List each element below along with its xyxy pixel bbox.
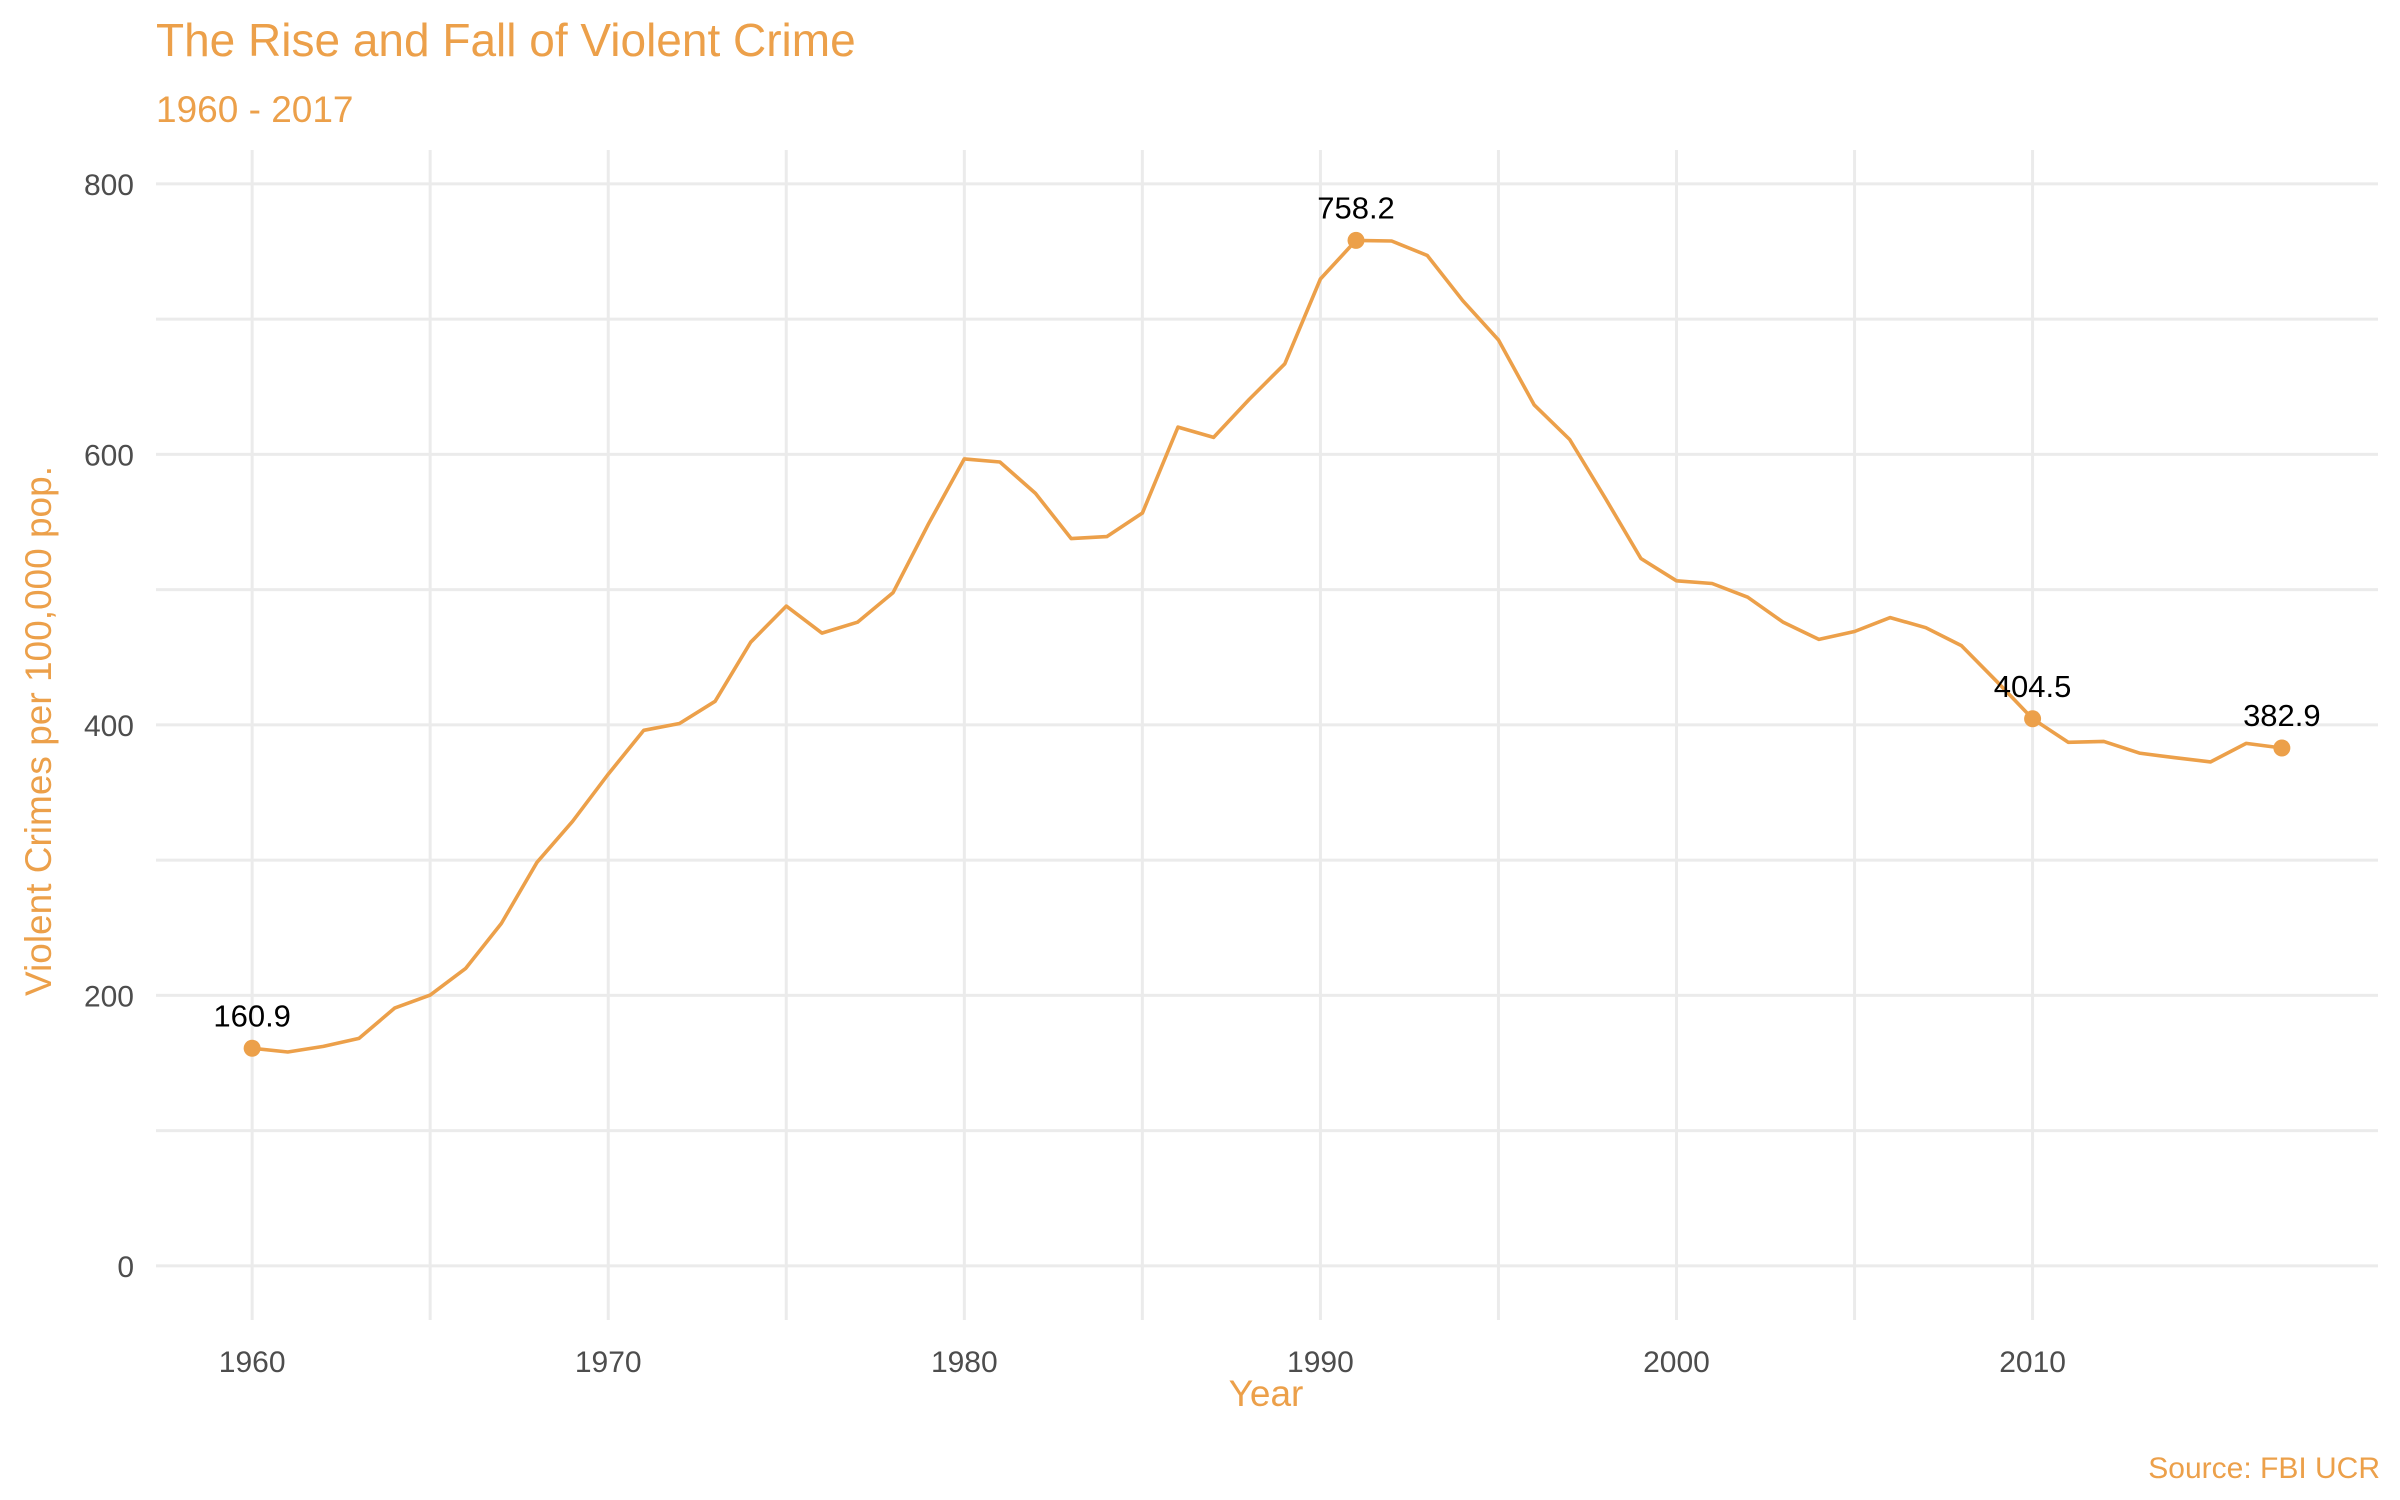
violent-crime-rate-line [250, 238, 2284, 1054]
x-tick-label: 2000 [1643, 1346, 1710, 1379]
data-label: 404.5 [1994, 669, 2072, 704]
chart-title: The Rise and Fall of Violent Crime [156, 14, 856, 66]
y-gridlines [156, 182, 2378, 1268]
source-caption: Source: FBI UCR [2148, 1452, 2380, 1485]
x-gridlines [250, 150, 2035, 1320]
highlighted-points [243, 231, 2291, 1057]
data-labels: 160.9 758.2 404.5 382.9 [213, 190, 2320, 1033]
x-tick-label: 1960 [219, 1346, 286, 1379]
data-label: 758.2 [1317, 190, 1395, 225]
y-axis-title: Violent Crimes per 100,000 pop. [18, 466, 59, 996]
x-tick-label: 2010 [1999, 1346, 2066, 1379]
highlight-point [2273, 739, 2291, 757]
y-tick-label: 800 [84, 169, 134, 202]
series-layer [250, 238, 2284, 1054]
y-tick-label: 400 [84, 710, 134, 743]
chart-subtitle: 1960 - 2017 [156, 89, 354, 130]
x-tick-label: 1980 [931, 1346, 998, 1379]
y-tick-label: 600 [84, 439, 134, 472]
y-tick-label: 0 [117, 1251, 134, 1284]
data-label: 160.9 [213, 998, 291, 1033]
x-tick-label: 1970 [575, 1346, 642, 1379]
y-axis-ticks: 0 200 400 600 800 [84, 169, 134, 1284]
highlight-point [243, 1039, 261, 1057]
data-label: 382.9 [2243, 698, 2321, 733]
x-axis-ticks: 1960 1970 1980 1990 2000 2010 [219, 1346, 2066, 1379]
x-axis-title: Year [1229, 1373, 1304, 1414]
highlight-point [1347, 231, 1365, 249]
y-tick-label: 200 [84, 980, 134, 1013]
x-tick-label: 1990 [1287, 1346, 1354, 1379]
highlight-point [2024, 710, 2042, 728]
plot-area: 160.9 758.2 404.5 382.9 [156, 150, 2378, 1320]
